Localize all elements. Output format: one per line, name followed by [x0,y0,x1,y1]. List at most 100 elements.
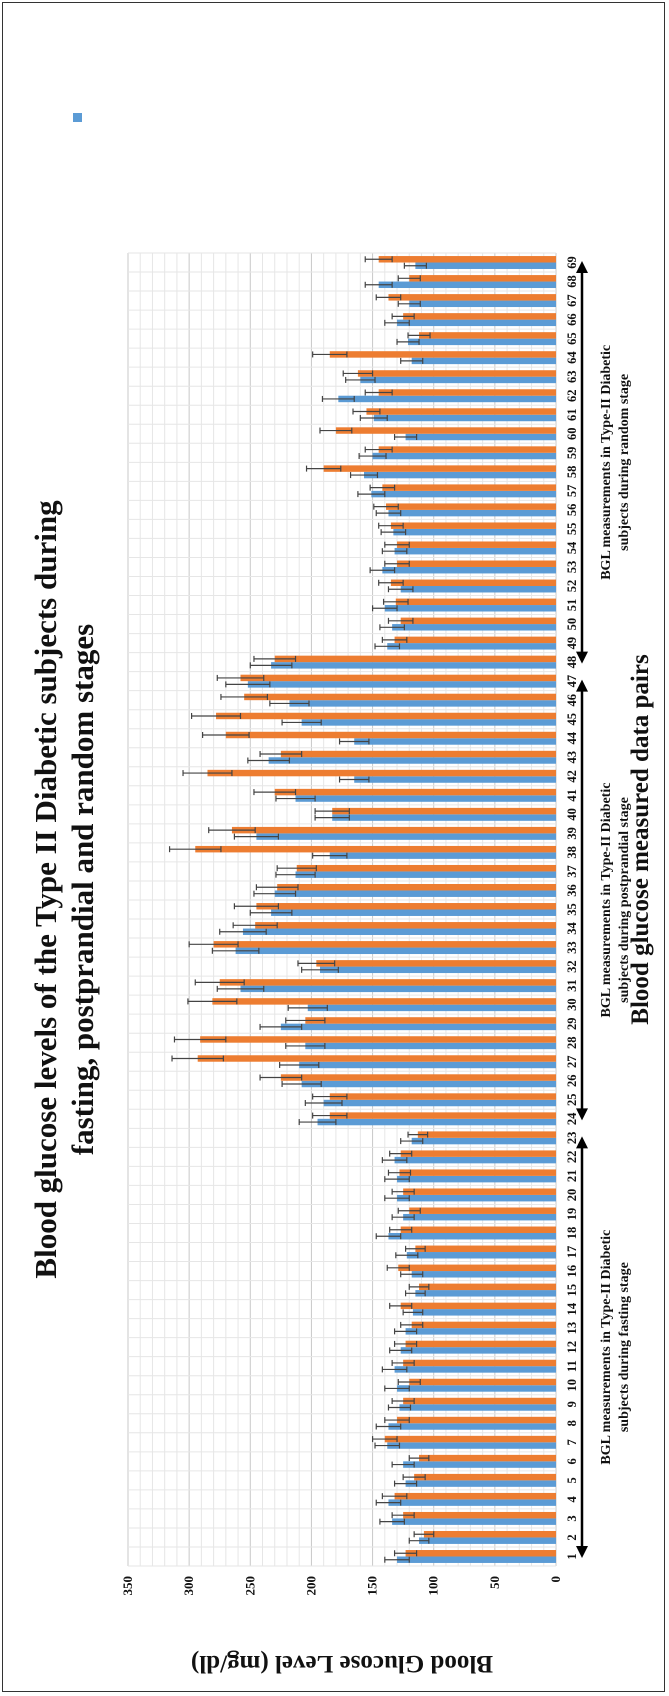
y-axis-title: Blood Glucose Level (mg/dl) [191,1650,493,1677]
bar-predicted [382,566,556,574]
bar-predicted [397,1385,556,1392]
x-tick-label: 54 [565,541,579,554]
x-tick-label: 37 [565,865,579,878]
bar-predicted [299,1061,556,1069]
bar-predicted [388,509,556,517]
chart-title-line: Blood glucose levels of the Type II Diab… [28,500,63,1279]
x-tick-label: 36 [565,884,579,897]
x-tick-label: 66 [565,313,579,326]
bar-predicted [399,1404,556,1411]
bar-reference [398,1264,556,1272]
bar-predicted [397,1175,556,1183]
bar-predicted [397,1194,556,1202]
chart-title-line: fasting, postprandial and random stages [65,624,100,1155]
x-tick-label: 27 [565,1055,579,1068]
bar-predicted [393,528,556,536]
x-tick-label: 48 [565,656,579,669]
bar-reference [329,1112,556,1119]
x-axis-title: Blood glucose measured data pairs [627,654,654,1025]
x-tick-label: 63 [565,370,579,383]
bar-predicted [317,1118,556,1126]
bar-reference [255,922,556,929]
bar-predicted [384,605,556,612]
bar-reference [231,826,556,834]
x-tick-label: 40 [565,808,579,821]
bar-predicted [394,547,556,555]
bar-reference [405,1550,556,1557]
x-tick-label: 26 [565,1075,579,1088]
x-tick-label: 56 [565,504,579,517]
bar-reference [213,941,556,948]
bar-reference [403,1511,556,1519]
legend-swatch-predicted [73,113,82,122]
x-tick-label: 29 [565,1017,579,1029]
bar-predicted [411,357,556,365]
bar-predicted [392,624,556,631]
bar-predicted [372,452,557,460]
x-tick-label: 41 [565,789,579,802]
y-tick-label: 0 [548,1576,563,1583]
bar-reference [414,1473,556,1481]
x-tick-label: 2 [565,1534,579,1540]
x-tick-label: 4 [565,1496,579,1503]
bar-predicted [397,1556,556,1563]
x-tick-label: 17 [565,1246,579,1259]
bar-reference [417,1131,556,1138]
bar-predicted [397,319,556,327]
bar-reference [415,1245,556,1253]
bar-reference [397,541,556,548]
bar-reference [280,750,556,758]
bar-reference [405,1340,556,1348]
bar-reference [419,332,557,339]
x-tick-label: 55 [565,523,579,536]
x-tick-label: 68 [565,275,579,288]
bar-predicted [392,1518,556,1525]
x-tick-label: 32 [565,960,579,973]
region-label-line: subjects during random stage [617,374,632,551]
bar-reference [329,1093,556,1100]
bar-predicted [406,1252,556,1259]
region-label-line: subjects during postprandial stage [617,797,632,1003]
bar-reference [277,884,556,891]
bar-reference [423,1530,556,1538]
x-tick-label: 69 [565,256,579,269]
y-tick-label: 250 [242,1576,257,1596]
bar-reference [378,256,556,263]
bar-predicted [323,1099,556,1107]
x-tick-label: 43 [565,751,579,764]
bar-reference [409,1378,556,1386]
bar-predicted [411,1271,556,1278]
region-label-line: BGL measurements in Type-II Diabetic [599,1230,614,1465]
bar-reference [225,731,556,739]
bar-predicted [338,395,556,403]
bar-predicted [242,928,556,935]
region-arrow-head [576,1136,588,1149]
x-tick-label: 42 [565,770,579,783]
x-tick-label: 53 [565,561,579,574]
x-tick-label: 65 [565,332,579,345]
x-tick-label: 35 [565,903,579,916]
bar-predicted [247,681,556,688]
y-tick-label: 200 [303,1576,318,1596]
x-tick-label: 39 [565,827,579,840]
bar-reference [212,998,556,1005]
x-tick-label: 5 [565,1477,579,1483]
x-tick-label: 6 [565,1458,579,1464]
x-tick-label: 44 [565,731,579,744]
bar-reference [335,427,556,434]
bar-predicted [415,1290,556,1297]
x-tick-label: 7 [565,1439,579,1445]
bar-predicted [405,1480,556,1487]
bar-predicted [235,947,557,955]
bar-predicted [301,1080,556,1088]
x-tick-label: 19 [565,1208,579,1221]
region-arrow-head [576,1108,588,1121]
bar-predicted [412,1309,556,1316]
y-tick-label: 150 [365,1576,380,1596]
bar-predicted [387,643,557,650]
x-tick-label: 52 [565,580,579,593]
bar-predicted [394,1366,556,1373]
bar-reference [386,503,556,510]
